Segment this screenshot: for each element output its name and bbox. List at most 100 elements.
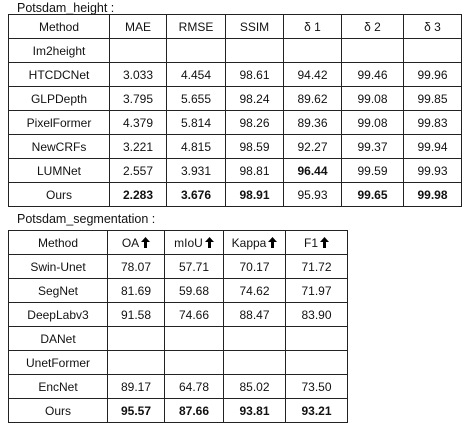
height-table-caption: Potsdam_height : — [17, 1, 115, 15]
metric-value-cell — [285, 326, 348, 351]
column-header-oa: OA — [107, 230, 165, 255]
column-header-2: δ 2 — [341, 14, 404, 39]
method-name-cell: GLPDepth — [8, 86, 110, 111]
column-header-label: Kappa — [231, 235, 267, 250]
metric-value-cell: 99.83 — [403, 110, 462, 135]
metric-value-cell — [107, 326, 165, 351]
method-name-cell: Im2height — [8, 38, 110, 63]
metric-value-cell: 98.24 — [225, 86, 284, 111]
metric-value-cell — [109, 38, 167, 63]
method-name-cell: SegNet — [8, 278, 108, 303]
metric-value-cell: 98.26 — [225, 110, 284, 135]
metric-value-cell: 83.90 — [285, 302, 348, 327]
metric-value-cell: 99.08 — [341, 86, 404, 111]
metric-value-cell: 2.283 — [109, 182, 167, 207]
metric-value-cell: 2.557 — [109, 158, 167, 183]
column-header-label: Method — [37, 235, 79, 250]
column-header-miou: mIoU — [164, 230, 224, 255]
column-header-f1: F1 — [285, 230, 348, 255]
method-name-cell: Ours — [8, 398, 108, 423]
table-row: GLPDepth 3.795 5.655 98.24 89.62 99.08 99.85 — [8, 86, 462, 111]
table-header-row: Method OA mIoU Kappa F1 — [8, 230, 348, 255]
column-header-rmse: RMSE — [166, 14, 226, 39]
metric-value-cell — [225, 38, 284, 63]
metric-value-cell: 99.46 — [341, 62, 404, 87]
metric-value-cell — [403, 38, 462, 63]
metric-value-cell: 89.62 — [283, 86, 342, 111]
method-name-cell: HTCDCNet — [8, 62, 110, 87]
metric-value-cell: 57.71 — [164, 254, 224, 279]
segmentation-table-caption: Potsdam_segmentation : — [17, 212, 156, 226]
metric-value-cell: 74.62 — [223, 278, 286, 303]
metric-value-cell: 91.58 — [107, 302, 165, 327]
method-name-cell: UnetFormer — [8, 350, 108, 375]
metric-value-cell: 3.221 — [109, 134, 167, 159]
metric-value-cell: 81.69 — [107, 278, 165, 303]
metric-value-cell: 99.59 — [341, 158, 404, 183]
column-header-label: OA — [121, 235, 140, 250]
metric-value-cell — [164, 326, 224, 351]
metric-value-cell: 98.81 — [225, 158, 284, 183]
metric-value-cell: 3.033 — [109, 62, 167, 87]
table-row: EncNet 89.17 64.78 85.02 73.50 — [8, 374, 348, 399]
method-name-cell: PixelFormer — [8, 110, 110, 135]
metric-value-cell: 85.02 — [223, 374, 286, 399]
method-name-cell: DeepLabv3 — [8, 302, 108, 327]
metric-value-cell: 87.66 — [164, 398, 224, 423]
method-name-cell: LUMNet — [8, 158, 110, 183]
method-name-cell: EncNet — [8, 374, 108, 399]
metric-value-cell — [341, 38, 404, 63]
metric-value-cell: 93.21 — [285, 398, 348, 423]
metric-value-cell: 99.08 — [341, 110, 404, 135]
table-row: DANet — [8, 326, 348, 351]
metric-value-cell: 99.94 — [403, 134, 462, 159]
column-header-1: δ 1 — [283, 14, 342, 39]
metric-value-cell: 4.454 — [166, 62, 226, 87]
metric-value-cell: 89.17 — [107, 374, 165, 399]
metric-value-cell — [285, 350, 348, 375]
metric-value-cell: 5.655 — [166, 86, 226, 111]
metric-value-cell: 95.57 — [107, 398, 165, 423]
table-row: LUMNet 2.557 3.931 98.81 96.44 99.59 99.93 — [8, 158, 462, 183]
metric-value-cell: 3.931 — [166, 158, 226, 183]
metric-value-cell: 99.65 — [341, 182, 404, 207]
method-name-cell: DANet — [8, 326, 108, 351]
metric-value-cell: 94.42 — [283, 62, 342, 87]
method-name-cell: Swin-Unet — [8, 254, 108, 279]
metric-value-cell: 70.17 — [223, 254, 286, 279]
metric-value-cell — [107, 350, 165, 375]
metric-value-cell: 5.814 — [166, 110, 226, 135]
up-arrow-icon — [204, 236, 214, 248]
metric-value-cell: 99.93 — [403, 158, 462, 183]
metric-value-cell: 93.81 — [223, 398, 286, 423]
metric-value-cell: 96.44 — [283, 158, 342, 183]
metric-value-cell: 59.68 — [164, 278, 224, 303]
table-row: Ours 95.57 87.66 93.81 93.21 — [8, 398, 348, 423]
column-header-3: δ 3 — [403, 14, 462, 39]
metric-value-cell: 71.72 — [285, 254, 348, 279]
metric-value-cell: 98.59 — [225, 134, 284, 159]
metric-value-cell: 99.37 — [341, 134, 404, 159]
metric-value-cell: 71.97 — [285, 278, 348, 303]
metric-value-cell: 92.27 — [283, 134, 342, 159]
table-row: PixelFormer 4.379 5.814 98.26 89.36 99.08 99.8… — [8, 110, 462, 135]
table-row: Im2height — [8, 38, 462, 63]
column-header-ssim: SSIM — [225, 14, 284, 39]
up-arrow-icon — [320, 236, 329, 248]
metric-value-cell: 4.815 — [166, 134, 226, 159]
metric-value-cell: 64.78 — [164, 374, 224, 399]
column-header-method: Method — [8, 230, 108, 255]
table-row: SegNet 81.69 59.68 74.62 71.97 — [8, 278, 348, 303]
table-row: NewCRFs 3.221 4.815 98.59 92.27 99.37 99.94 — [8, 134, 462, 159]
table-row: Swin-Unet 78.07 57.71 70.17 71.72 — [8, 254, 348, 279]
table-row: HTCDCNet 3.033 4.454 98.61 94.42 99.46 99.96 — [8, 62, 462, 87]
metric-value-cell: 95.93 — [283, 182, 342, 207]
metric-value-cell: 98.91 — [225, 182, 284, 207]
method-name-cell: Ours — [8, 182, 110, 207]
column-header-label: mIoU — [174, 235, 203, 250]
metric-value-cell: 74.66 — [164, 302, 224, 327]
table-row: UnetFormer — [8, 350, 348, 375]
metric-value-cell — [283, 38, 342, 63]
